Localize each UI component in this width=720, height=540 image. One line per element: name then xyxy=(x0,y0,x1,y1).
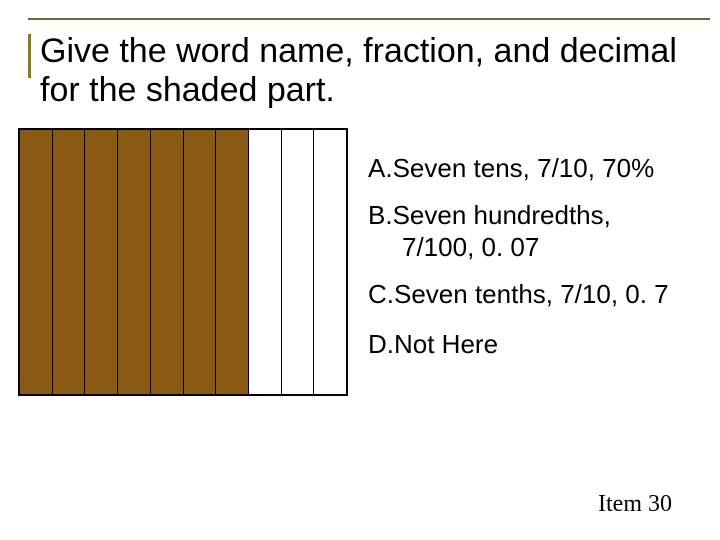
fraction-bars xyxy=(18,128,348,396)
slide: Give the word name, fraction, and decima… xyxy=(0,0,720,540)
answer-b-text-line1: Seven hundredths, xyxy=(393,200,611,230)
answer-b-text-line2: 7/100, 0. 07 xyxy=(368,231,710,264)
bar-shaded xyxy=(53,130,86,394)
item-number: Item 30 xyxy=(598,491,672,518)
answer-option-c[interactable]: C.Seven tenths, 7/10, 0. 7 xyxy=(368,278,710,311)
bar-empty xyxy=(249,130,282,394)
answer-option-a[interactable]: A.Seven tens, 7/10, 70% xyxy=(368,152,710,185)
question-title: Give the word name, fraction, and decima… xyxy=(40,32,700,110)
answer-option-b[interactable]: B.Seven hundredths, 7/100, 0. 07 xyxy=(368,199,710,264)
answer-option-d[interactable]: D.Not Here xyxy=(368,328,710,361)
answer-c-label: C. xyxy=(368,279,394,309)
bar-shaded xyxy=(20,130,53,394)
bar-shaded xyxy=(118,130,151,394)
bar-shaded xyxy=(184,130,217,394)
answer-list: A.Seven tens, 7/10, 70% B.Seven hundredt… xyxy=(368,152,710,375)
answer-a-label: A. xyxy=(368,153,393,183)
bar-empty xyxy=(314,130,346,394)
bar-shaded xyxy=(216,130,249,394)
bar-empty xyxy=(282,130,315,394)
bar-shaded xyxy=(85,130,118,394)
title-accent xyxy=(28,34,31,78)
answer-b-label: B. xyxy=(368,200,393,230)
answer-d-label: D. xyxy=(368,329,394,359)
answer-d-text: Not Here xyxy=(394,329,498,359)
top-rule xyxy=(28,18,710,20)
answer-c-text: Seven tenths, 7/10, 0. 7 xyxy=(394,279,669,309)
answer-a-text: Seven tens, 7/10, 70% xyxy=(393,153,655,183)
bar-shaded xyxy=(151,130,184,394)
